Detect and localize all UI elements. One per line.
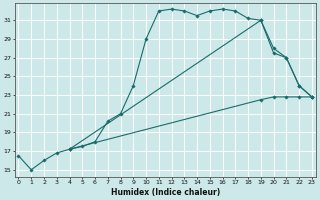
X-axis label: Humidex (Indice chaleur): Humidex (Indice chaleur) — [110, 188, 220, 197]
